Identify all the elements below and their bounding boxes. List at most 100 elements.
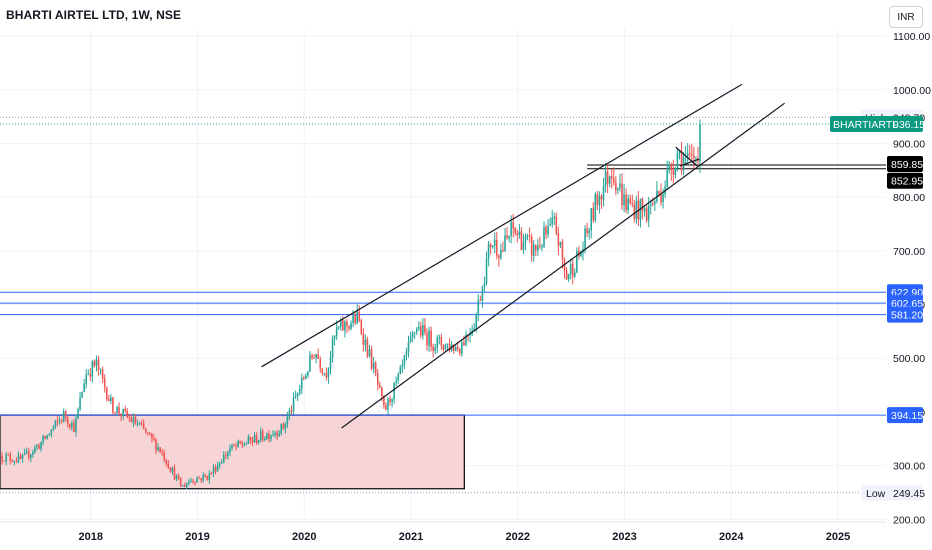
candle-body: [73, 422, 75, 433]
candle-body: [493, 239, 496, 246]
candle-body: [323, 373, 326, 374]
candle-body: [387, 398, 389, 410]
level-tag-text: 859.85: [891, 159, 923, 171]
candle-body: [645, 208, 648, 221]
candle-body: [134, 417, 137, 425]
candle-body: [479, 300, 482, 302]
candle-body: [366, 339, 369, 357]
candle-body: [383, 396, 385, 406]
candle-body: [510, 222, 512, 236]
candle-body: [264, 438, 266, 441]
candle-body: [292, 396, 295, 411]
candle-body: [112, 397, 114, 413]
candle-body: [120, 413, 122, 416]
trendline: [675, 146, 698, 167]
candle-body: [590, 208, 593, 231]
candle-body: [584, 228, 586, 249]
candle-body: [598, 195, 601, 206]
candle-body: [543, 226, 545, 247]
currency-button[interactable]: INR: [889, 6, 923, 28]
level-tag: 394.15: [887, 407, 923, 424]
candle-body: [274, 432, 276, 435]
candle-body: [524, 235, 527, 243]
low-tag-bg: [861, 484, 923, 501]
candle-body: [649, 203, 652, 206]
candle-body: [557, 233, 560, 246]
candle-body: [627, 198, 629, 211]
candle-body: [444, 344, 447, 350]
candle-body: [459, 349, 461, 354]
candle-body: [247, 436, 250, 444]
candle-body: [364, 339, 367, 345]
x-tick-label: 2022: [505, 531, 529, 543]
candle-body: [190, 480, 192, 482]
candle-body: [68, 423, 71, 428]
candle-body: [504, 235, 506, 252]
candle-body: [214, 467, 217, 472]
candle-body: [303, 377, 305, 379]
candle-body: [243, 444, 246, 446]
candle-body: [79, 397, 81, 410]
candle-body: [606, 171, 609, 184]
candle-body: [237, 440, 239, 447]
candle-body: [625, 194, 627, 211]
candle-body: [1, 455, 3, 461]
candle-body: [227, 452, 229, 456]
candle-body: [547, 225, 549, 235]
level-tag-text: 394.15: [891, 410, 923, 422]
level-tag-text: 852.95: [891, 176, 923, 188]
candle-body: [409, 337, 412, 343]
candle-body: [208, 473, 211, 480]
candle-body: [138, 423, 141, 425]
candle-body: [440, 337, 443, 346]
candle-body: [537, 245, 539, 251]
candle-body: [284, 423, 287, 429]
y-tick-label: 300.00: [893, 461, 925, 473]
candle-body: [315, 354, 317, 359]
candle-body: [171, 467, 174, 472]
low-label: Low: [866, 488, 886, 500]
candle-body: [539, 245, 541, 247]
candles: [1, 119, 701, 490]
candle-body: [555, 216, 558, 234]
candle-body: [155, 440, 157, 451]
candle-body: [32, 452, 34, 455]
candle-body: [101, 369, 104, 379]
candle-body: [329, 357, 332, 369]
candle-body: [216, 465, 219, 472]
x-tick-label: 2024: [719, 531, 744, 543]
level-tag-bg: [887, 172, 923, 189]
candle-body: [360, 320, 363, 334]
candle-body: [200, 478, 202, 481]
candle-body: [695, 158, 697, 159]
x-axis: 2018 2019 2020 2021 2022 2023 2024 2025: [78, 531, 850, 543]
candle-body: [282, 423, 285, 429]
candle-body: [218, 463, 221, 466]
candle-body: [654, 201, 656, 204]
candle-body: [567, 274, 570, 280]
candle-body: [186, 483, 188, 487]
candle-body: [641, 198, 644, 212]
candle-body: [153, 438, 155, 441]
candle-body: [516, 233, 519, 236]
candle-body: [71, 422, 73, 428]
candle-body: [9, 454, 12, 461]
candle-body: [17, 455, 20, 463]
candle-body: [60, 420, 63, 422]
candle-body: [403, 355, 406, 365]
candle-body: [56, 420, 59, 422]
candle-body: [495, 239, 498, 256]
candle-body: [549, 224, 551, 226]
candle-body: [354, 315, 356, 323]
candle-body: [358, 311, 361, 321]
candle-body: [249, 436, 252, 441]
candle-body: [422, 325, 424, 336]
candle-body: [40, 442, 42, 449]
candle-body: [110, 397, 112, 402]
demand-zone: [0, 414, 465, 490]
candle-body: [551, 217, 554, 225]
candle-body: [580, 252, 582, 257]
candle-body: [290, 410, 293, 411]
